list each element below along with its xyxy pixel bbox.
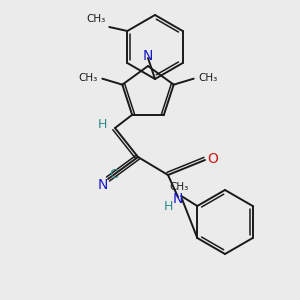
Text: H: H bbox=[97, 118, 107, 131]
Text: H: H bbox=[163, 200, 173, 214]
Text: O: O bbox=[208, 152, 218, 166]
Text: CH₃: CH₃ bbox=[87, 14, 106, 24]
Text: C: C bbox=[110, 167, 118, 181]
Text: N: N bbox=[98, 178, 108, 192]
Text: N: N bbox=[173, 192, 183, 206]
Text: CH₃: CH₃ bbox=[198, 73, 217, 83]
Text: N: N bbox=[143, 49, 153, 63]
Text: CH₃: CH₃ bbox=[79, 73, 98, 83]
Text: CH₃: CH₃ bbox=[170, 182, 189, 192]
